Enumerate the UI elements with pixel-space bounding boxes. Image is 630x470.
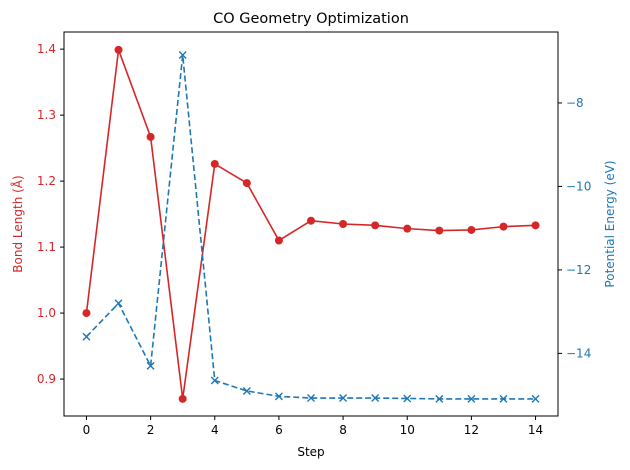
potential-energy-point	[178, 50, 187, 59]
right-y-axis: −14 −12 −10 −8	[558, 96, 591, 360]
bond-length-point	[339, 220, 348, 228]
bond-length-point	[307, 216, 315, 225]
right-y-axis-label: Potential Energy (eV)	[603, 160, 617, 287]
bond-length-point	[114, 45, 123, 54]
left-y-tick-label: 1.0	[37, 306, 56, 320]
x-tick-label: 12	[464, 423, 479, 437]
potential-energy-point	[339, 394, 348, 403]
right-y-tick-label: −12	[566, 263, 591, 277]
potential-energy-point	[435, 394, 444, 403]
potential-energy-point	[210, 376, 219, 385]
left-y-tick-label: 0.9	[37, 372, 56, 386]
potential-energy-point	[531, 394, 540, 403]
bond-length-point	[467, 225, 476, 234]
bond-length-point	[499, 222, 508, 231]
left-y-tick-label: 1.1	[37, 240, 56, 254]
potential-energy-line	[85, 54, 536, 400]
right-y-tick-label: −14	[566, 346, 591, 360]
x-tick-label: 0	[83, 423, 91, 437]
bond-length-point	[435, 226, 444, 235]
plot-frame	[63, 31, 559, 417]
potential-energy-point	[114, 299, 123, 308]
bond-length-point	[371, 221, 380, 230]
x-tick-label: 8	[339, 423, 347, 437]
right-y-tick-label: −10	[566, 179, 591, 193]
left-y-tick-label: 1.4	[37, 42, 56, 56]
potential-energy-point	[403, 394, 412, 403]
potential-energy-point	[82, 332, 91, 341]
bond-length-point	[82, 309, 91, 318]
bond-length-point	[146, 132, 155, 141]
x-tick-label: 4	[211, 423, 219, 437]
x-axis-label: Step	[297, 445, 324, 459]
left-y-axis-label: Bond Length (Å)	[10, 175, 25, 272]
x-axis: 0 2 4 6 8 10 12 14	[83, 416, 543, 437]
potential-energy-point	[371, 394, 380, 403]
potential-energy-point	[499, 394, 508, 403]
left-y-axis: 0.9 1.0 1.1 1.2 1.3 1.4	[37, 42, 64, 386]
left-y-tick-label: 1.3	[37, 108, 56, 122]
potential-energy-point	[467, 394, 476, 403]
chart-title: CO Geometry Optimization	[213, 11, 409, 27]
bond-length-point	[531, 221, 540, 230]
x-tick-label: 2	[147, 423, 155, 437]
series-layer	[82, 45, 540, 403]
potential-energy-point	[242, 386, 251, 395]
left-y-tick-label: 1.2	[37, 174, 56, 188]
bond-length-point	[210, 159, 219, 168]
bond-length-point	[403, 224, 412, 233]
potential-energy-point	[146, 361, 155, 370]
right-y-tick-label: −8	[566, 96, 584, 110]
potential-energy-point	[307, 394, 315, 403]
x-tick-label: 14	[528, 423, 543, 437]
bond-length-point	[274, 236, 283, 245]
x-tick-label: 10	[400, 423, 415, 437]
potential-energy-point	[274, 392, 283, 401]
x-tick-label: 6	[275, 423, 283, 437]
bond-length-point	[178, 394, 187, 403]
bond-length-point	[242, 179, 251, 188]
